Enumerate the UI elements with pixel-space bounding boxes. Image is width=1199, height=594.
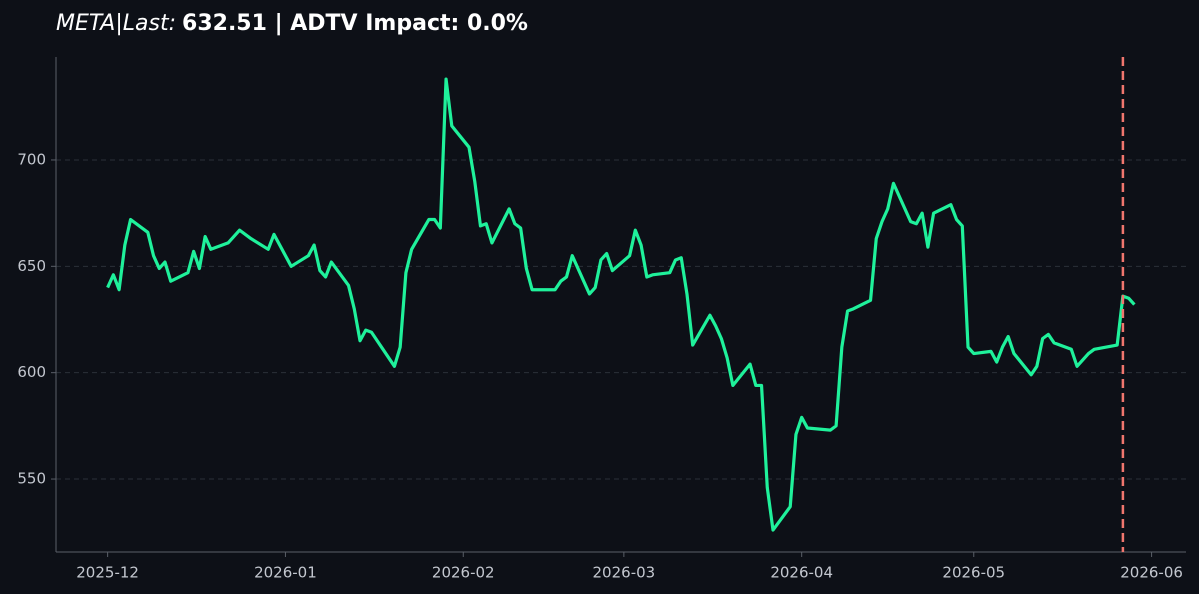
chart-title: META|Last: 632.51 | ADTV Impact: 0.0%: [56, 11, 528, 36]
title-info: 632.51 | ADTV Impact: 0.0%: [182, 11, 528, 36]
y-tick-label: 600: [17, 363, 46, 381]
title-symbol: META|Last:: [56, 11, 176, 36]
y-tick-label: 550: [17, 470, 46, 488]
y-tick-label: 700: [17, 150, 46, 168]
x-tick-label: 2026-03: [593, 564, 656, 582]
x-tick-label: 2025-12: [76, 564, 139, 582]
x-tick-label: 2026-01: [254, 564, 317, 582]
x-tick-label: 2026-04: [770, 564, 833, 582]
x-tick-label: 2026-05: [942, 564, 1005, 582]
price-line: [106, 77, 1136, 532]
y-tick-label: 650: [17, 257, 46, 275]
x-tick-label: 2026-06: [1120, 564, 1183, 582]
x-tick-label: 2026-02: [432, 564, 495, 582]
